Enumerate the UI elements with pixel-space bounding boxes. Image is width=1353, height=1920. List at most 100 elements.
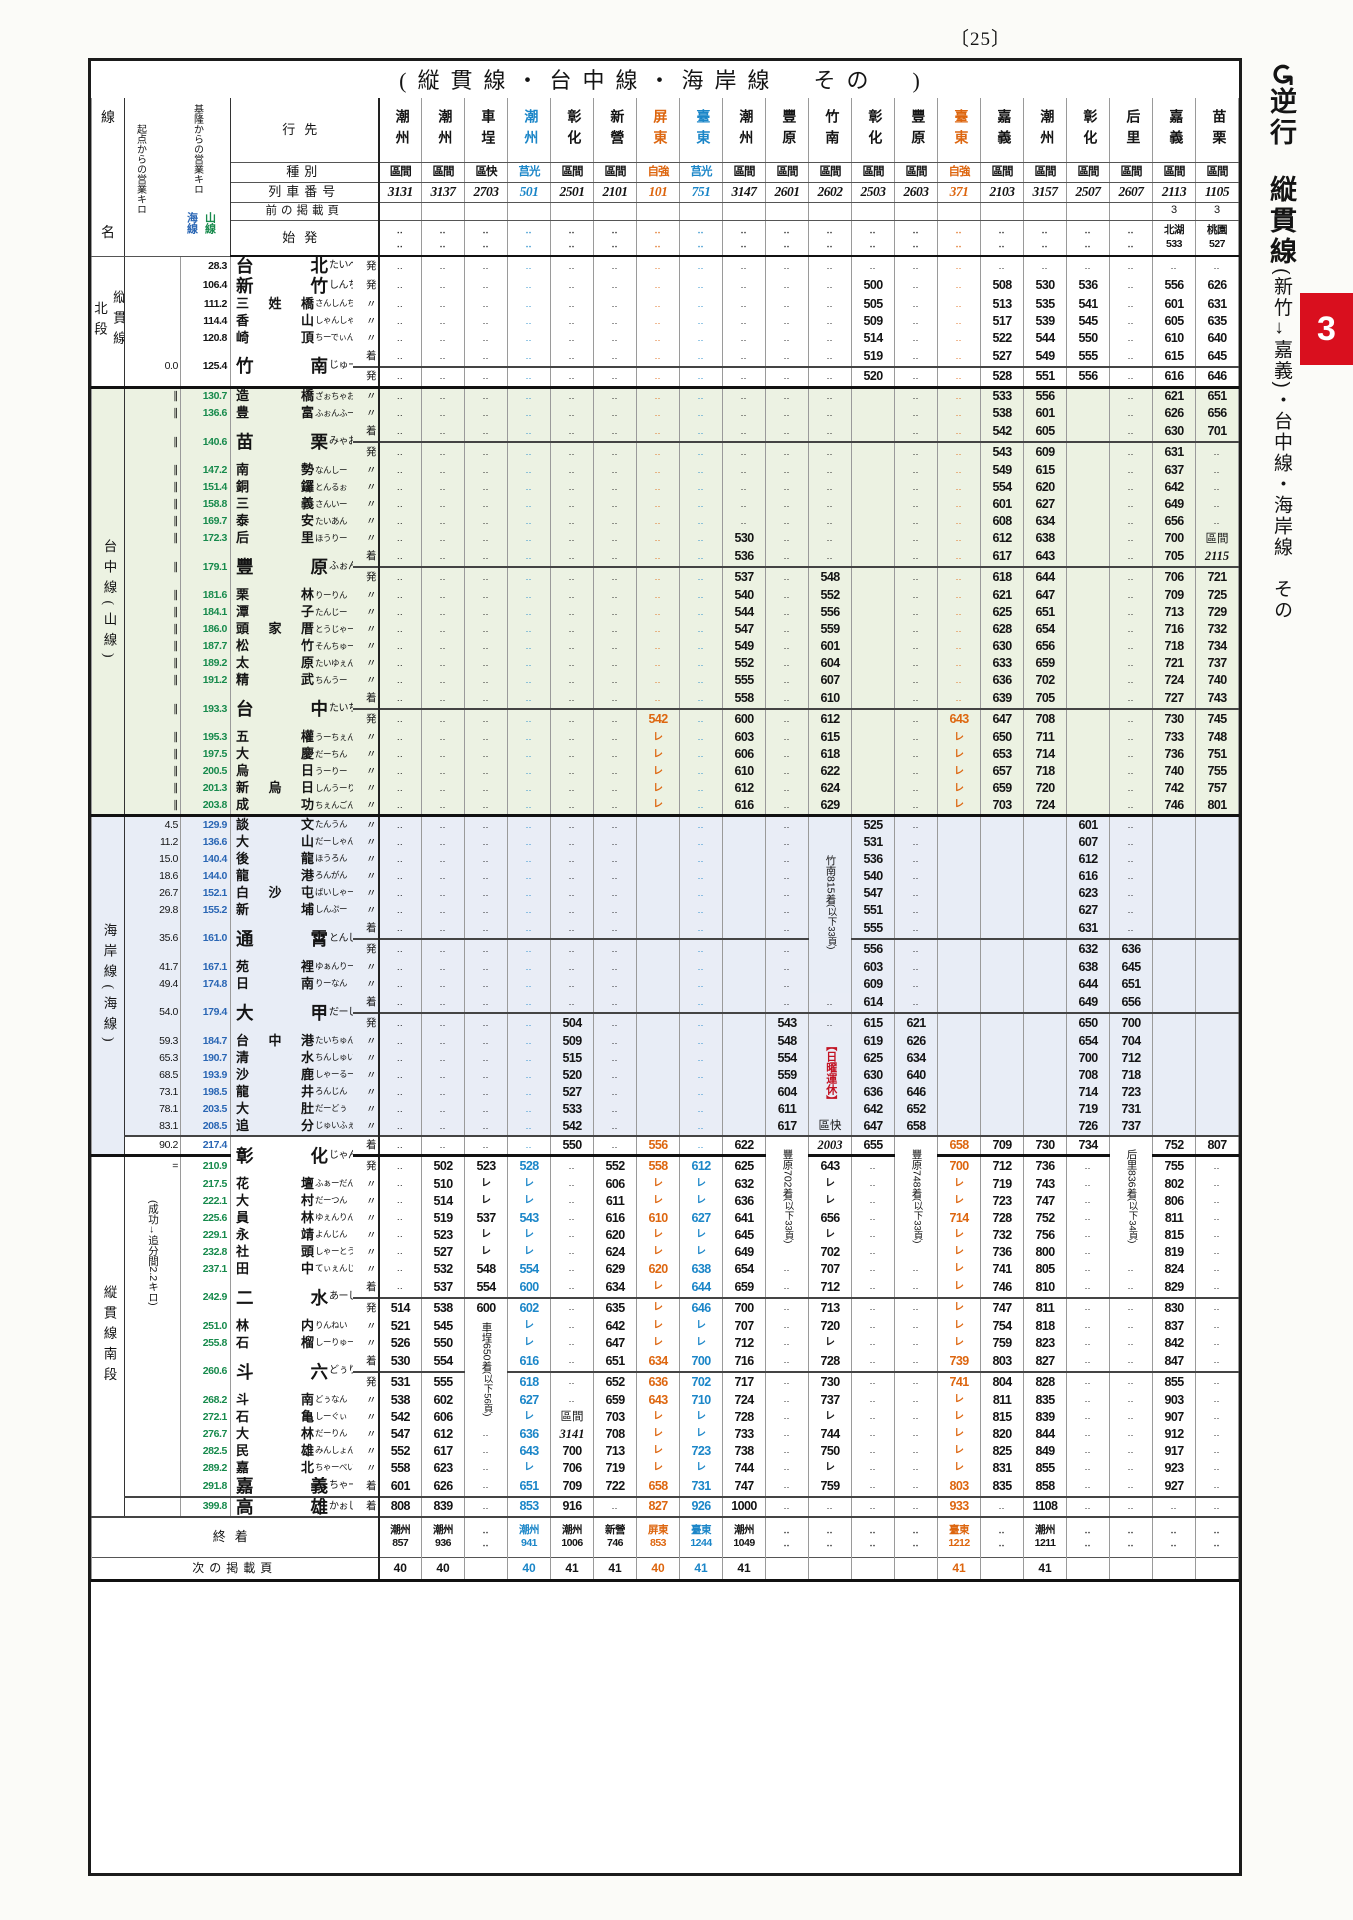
station-name-cell: 三義さんいー <box>230 496 353 514</box>
time-cell-empty: ‥ <box>765 638 810 656</box>
time-cell: 629 <box>593 1260 638 1278</box>
km-origin-cell: ∥ <box>124 672 181 690</box>
time-cell-empty: ‥ <box>378 256 423 276</box>
pass-mark: レ <box>679 1425 724 1443</box>
time-cell: 555 <box>851 918 896 939</box>
time-cell: 602 <box>421 1391 466 1409</box>
time-cell-empty: ‥ <box>765 1370 810 1392</box>
arrival-departure-mark: 発 <box>352 366 380 387</box>
time-cell-empty: ‥ <box>593 708 638 730</box>
time-cell: 542 <box>378 1408 423 1426</box>
time-cell-empty: ‥ <box>421 547 466 568</box>
time-cell-empty: ‥ <box>593 566 638 588</box>
time-cell: 700 <box>1152 530 1197 548</box>
station-name-cell: 新埔しんぷー <box>230 901 353 919</box>
next-page-value: 40 <box>507 1556 552 1580</box>
time-cell: 527 <box>421 1243 466 1261</box>
time-cell-empty: ‥ <box>464 1425 509 1443</box>
time-cell-empty: ‥ <box>593 313 638 330</box>
time-cell-empty: ‥ <box>937 689 982 710</box>
time-cell-empty: ‥ <box>894 763 939 781</box>
station-name-cell: 高雄かぉしゅん <box>230 1495 353 1518</box>
time-cell: 537 <box>464 1209 509 1227</box>
time-cell-empty: ‥ <box>937 256 982 276</box>
time-cell: 647 <box>851 1117 896 1136</box>
time-cell-empty: ‥ <box>937 385 982 406</box>
time-cell: 555 <box>421 1370 466 1392</box>
time-cell-empty: ‥ <box>894 296 939 313</box>
time-cell: 620 <box>1023 479 1068 497</box>
train-type: 區間 <box>722 162 767 183</box>
time-cell: 527 <box>980 347 1025 367</box>
time-cell-empty: ‥ <box>550 366 595 387</box>
time-cell-empty: ‥ <box>378 918 423 939</box>
time-cell-empty: ‥ <box>765 672 810 690</box>
time-cell-empty: ‥ <box>507 1134 552 1156</box>
km-keelung-cell: 268.2 <box>180 1391 231 1409</box>
time-cell: 717 <box>722 1370 767 1392</box>
arrival-departure-mark: 着 <box>352 1277 380 1298</box>
time-cell-empty: ‥ <box>378 385 423 406</box>
time-cell-empty: ‥ <box>378 621 423 639</box>
time-cell-empty: ‥ <box>378 1083 423 1101</box>
time-cell: 532 <box>421 1260 466 1278</box>
time-cell-empty: ‥ <box>507 884 552 902</box>
time-cell-empty: ‥ <box>378 638 423 656</box>
time-cell: 658 <box>894 1117 939 1136</box>
time-cell-empty: ‥ <box>550 1243 595 1261</box>
time-cell: 743 <box>1023 1175 1068 1193</box>
time-cell-empty: ‥ <box>722 385 767 406</box>
time-cell-empty: ‥ <box>464 918 509 939</box>
next-page-value: 40 <box>421 1556 466 1580</box>
time-cell: 637 <box>1152 462 1197 480</box>
through-other-line-mark <box>980 975 1025 993</box>
time-cell-empty: ‥ <box>378 672 423 690</box>
time-cell-empty: ‥ <box>593 347 638 367</box>
time-cell-empty: ‥ <box>421 405 466 423</box>
time-cell-empty: ‥ <box>894 975 939 993</box>
through-other-line-mark <box>1066 530 1111 548</box>
terminal-value: ‥ ‥ <box>765 1516 810 1558</box>
time-cell: 903 <box>1152 1391 1197 1409</box>
time-cell: 759 <box>980 1334 1025 1352</box>
time-cell-empty: ‥ <box>679 496 724 514</box>
train-destination: 潮州 <box>421 98 466 163</box>
terminal-value: 潮州 857 <box>378 1516 423 1558</box>
time-cell-empty: ‥ <box>1109 441 1154 463</box>
time-cell-empty: ‥ <box>765 901 810 919</box>
time-cell-empty: ‥ <box>421 850 466 868</box>
through-other-line-mark <box>1066 479 1111 497</box>
time-cell-empty: ‥ <box>378 1243 423 1261</box>
time-cell: 706 <box>550 1459 595 1477</box>
time-cell-empty: ‥ <box>421 901 466 919</box>
prev-page-value <box>1109 202 1154 221</box>
time-cell-empty: ‥ <box>679 975 724 993</box>
pass-mark: レ <box>937 1192 982 1210</box>
time-cell: 827 <box>636 1495 681 1518</box>
time-cell-empty: ‥ <box>679 604 724 622</box>
time-cell-empty: ‥ <box>1066 1175 1111 1193</box>
time-cell-empty: ‥ <box>1066 1317 1111 1335</box>
station-name-cell: 新竹しんちゅー <box>230 276 353 296</box>
through-other-line-mark <box>1066 604 1111 622</box>
time-cell-empty: ‥ <box>894 655 939 673</box>
time-cell-empty: ‥ <box>593 1083 638 1101</box>
time-cell: 559 <box>765 1066 810 1084</box>
time-cell-empty: ‥ <box>464 462 509 480</box>
time-cell: 528 <box>507 1154 552 1176</box>
time-cell-empty: ‥ <box>679 918 724 939</box>
km-keelung-cell: 229.1 <box>180 1226 231 1244</box>
time-cell: 626 <box>1152 405 1197 423</box>
time-cell-empty: ‥ <box>464 1476 509 1497</box>
time-cell-empty: ‥ <box>378 547 423 568</box>
time-cell: 625 <box>851 1049 896 1067</box>
time-cell: 549 <box>980 462 1025 480</box>
time-cell: 544 <box>722 604 767 622</box>
through-other-line-mark <box>1152 1066 1197 1084</box>
time-cell-empty: ‥ <box>894 1370 939 1392</box>
time-cell-empty: ‥ <box>937 587 982 605</box>
time-cell-empty: ‥ <box>421 1117 466 1136</box>
through-other-line-mark <box>1152 1117 1197 1136</box>
arrival-departure-mark: 〃 <box>352 780 380 798</box>
km-keelung-cell: 129.9 <box>180 814 231 834</box>
